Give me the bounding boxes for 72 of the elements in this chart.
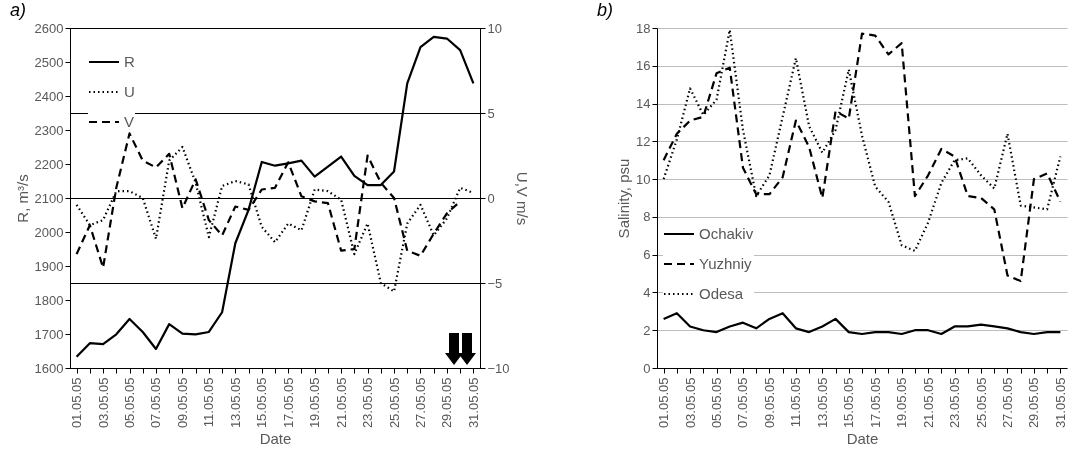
x-tick-label: 21.05.05: [920, 377, 936, 429]
x-tick-label: 19.05.05: [894, 377, 910, 429]
x-tick-label: 05.05.05: [122, 377, 138, 429]
x-tick-label: 17.05.05: [280, 377, 296, 429]
y-tick-label: 2600: [34, 20, 64, 36]
y-tick-label: 2400: [34, 88, 64, 104]
x-axis-title: Date: [259, 430, 292, 448]
y-axis-title: Salinity, psu: [615, 158, 633, 239]
legend-label: U: [124, 83, 135, 100]
x-tick-label: 31.05.05: [1052, 377, 1068, 429]
x-tick-label: 25.05.05: [973, 377, 989, 429]
y2-tick-label: 5: [487, 105, 495, 121]
x-tick-label: 01.05.05: [69, 377, 85, 429]
x-tick-label: 17.05.05: [867, 377, 883, 429]
y-tick-label: 1600: [34, 360, 64, 376]
y2-tick-label: 0: [487, 190, 495, 206]
x-tick-label: 23.05.05: [360, 377, 376, 429]
x-tick-label: 25.05.05: [386, 377, 402, 429]
x-tick-label: 31.05.05: [465, 377, 481, 429]
y-tick-label: 1700: [34, 326, 64, 342]
x-tick-label: 13.05.05: [814, 377, 830, 429]
y2-tick-label: −10: [487, 360, 510, 376]
x-tick-label: 27.05.05: [999, 377, 1015, 429]
legend-label: Odesa: [699, 285, 744, 302]
x-tick-label: 05.05.05: [709, 377, 725, 429]
y-axis-title: R, m³/s: [13, 174, 31, 223]
y-tick-label: 2100: [34, 190, 64, 206]
x-tick-label: 11.05.05: [201, 377, 217, 428]
x-tick-label: 07.05.05: [148, 377, 164, 429]
x-tick-label: 09.05.05: [761, 377, 777, 429]
y-tick-label: 10: [636, 171, 651, 187]
x-tick-label: 09.05.05: [174, 377, 190, 429]
x-tick-label: 11.05.05: [788, 377, 804, 428]
y-tick-label: 1800: [34, 292, 64, 308]
y-tick-label: 2200: [34, 156, 64, 172]
x-tick-label: 15.05.05: [254, 377, 270, 429]
x-tick-label: 07.05.05: [735, 377, 751, 429]
y2-axis-title: U,V m/s: [513, 171, 531, 226]
y-tick-label: 2000: [34, 224, 64, 240]
y-tick-label: 14: [636, 96, 651, 112]
x-tick-label: 01.05.05: [656, 377, 672, 429]
y-tick-label: 2500: [34, 54, 64, 70]
y-tick-label: 2: [643, 322, 651, 338]
x-tick-label: 03.05.05: [95, 377, 111, 429]
y-tick-label: 1900: [34, 258, 64, 274]
x-tick-label: 21.05.05: [333, 377, 349, 429]
y-tick-label: 2300: [34, 122, 64, 138]
y-tick-label: 4: [643, 284, 651, 300]
x-tick-label: 13.05.05: [227, 377, 243, 429]
chart-title: a): [10, 0, 27, 20]
x-tick-label: 23.05.05: [947, 377, 963, 429]
legend-label: V: [124, 113, 135, 130]
y-tick-label: 16: [636, 58, 651, 74]
legend-label: Ochakiv: [699, 225, 754, 242]
x-tick-label: 03.05.05: [682, 377, 698, 429]
x-tick-label: 19.05.05: [307, 377, 323, 429]
chart-title: b): [597, 0, 614, 20]
line-series: [662, 312, 1062, 336]
y2-tick-label: 10: [487, 20, 502, 36]
y2-tick-label: −5: [487, 275, 503, 291]
y-tick-label: 0: [643, 360, 651, 376]
x-tick-label: 27.05.05: [412, 377, 428, 429]
y-tick-label: 6: [643, 247, 651, 263]
x-tick-label: 15.05.05: [841, 377, 857, 429]
y-tick-label: 8: [643, 209, 651, 225]
x-tick-label: 29.05.05: [1026, 377, 1042, 429]
legend-label: Yuzhniy: [699, 255, 753, 272]
x-axis-title: Date: [846, 430, 879, 448]
y-tick-label: 18: [636, 20, 651, 36]
x-tick-label: 29.05.05: [439, 377, 455, 429]
legend-label: R: [124, 53, 135, 70]
y-tick-label: 12: [636, 133, 651, 149]
